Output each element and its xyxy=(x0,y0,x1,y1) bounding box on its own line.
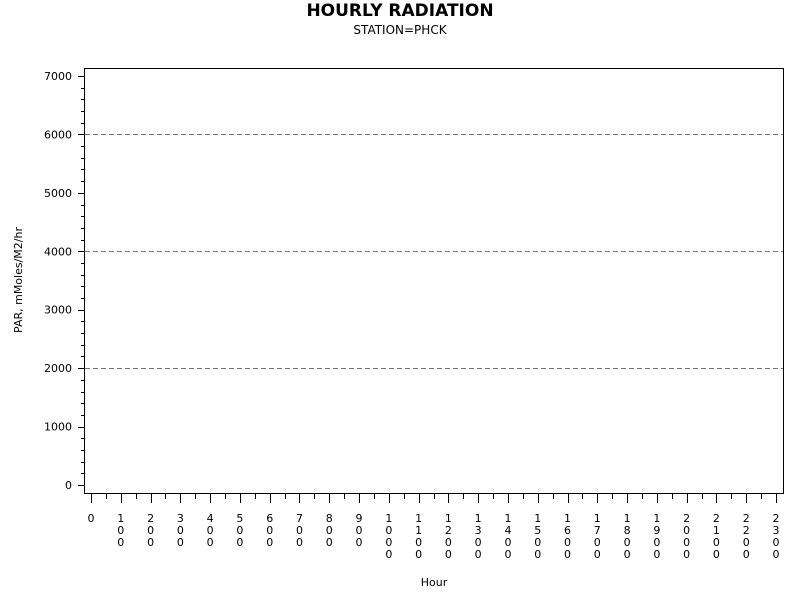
y-tick-label: 1000 xyxy=(44,421,72,434)
x-tick-label: 0 xyxy=(88,512,95,525)
chart-subtitle: STATION=PHCK xyxy=(353,23,447,37)
plot-frame xyxy=(84,68,784,494)
y-tick-label: 0 xyxy=(65,479,72,492)
x-axis-label: Hour xyxy=(421,576,448,589)
chart-title: HOURLY RADIATION xyxy=(306,1,494,21)
y-tick-label: 4000 xyxy=(44,245,72,258)
y-tick-label: 3000 xyxy=(44,304,72,317)
y-tick-label: 6000 xyxy=(44,128,72,141)
y-tick-label: 7000 xyxy=(44,70,72,83)
y-tick-label: 5000 xyxy=(44,187,72,200)
y-tick-label: 2000 xyxy=(44,362,72,375)
y-axis-label: PAR, mMoles/M2/hr xyxy=(12,227,25,333)
